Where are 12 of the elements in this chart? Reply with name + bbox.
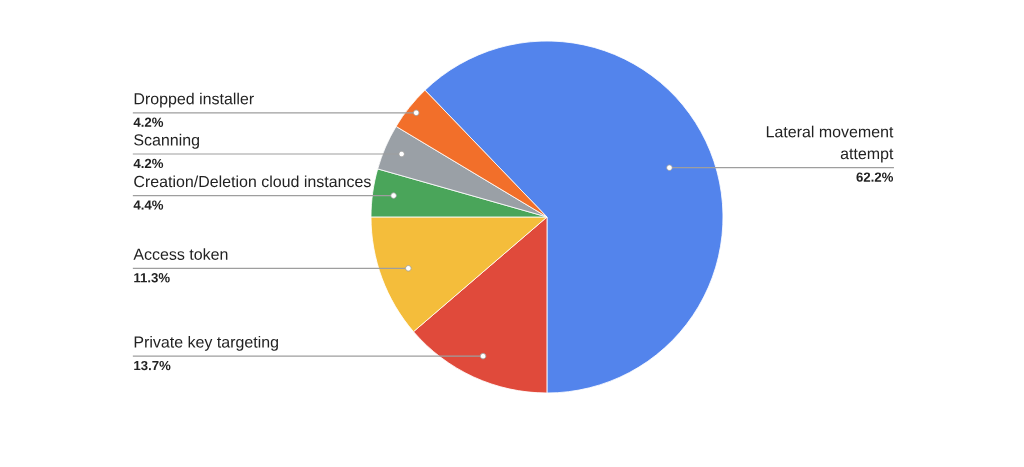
data-label: 4.4%	[133, 200, 164, 210]
slice-label: Private key targeting	[134, 335, 278, 351]
data-label: 11.3%	[134, 273, 170, 283]
slice-label: Creation/Deletion cloud instances	[134, 175, 371, 188]
data-label: 4.2%	[133, 158, 164, 169]
slice-label: Scanning	[134, 133, 199, 149]
slice-label: Dropped installer	[134, 92, 254, 108]
data-label: 13.7%	[134, 360, 171, 371]
data-label: 62.2%	[856, 172, 894, 182]
data-label: 4.2%	[133, 117, 164, 127]
slice-label: Access token	[133, 248, 228, 260]
slice-label: Lateral movement attempt	[766, 125, 894, 163]
